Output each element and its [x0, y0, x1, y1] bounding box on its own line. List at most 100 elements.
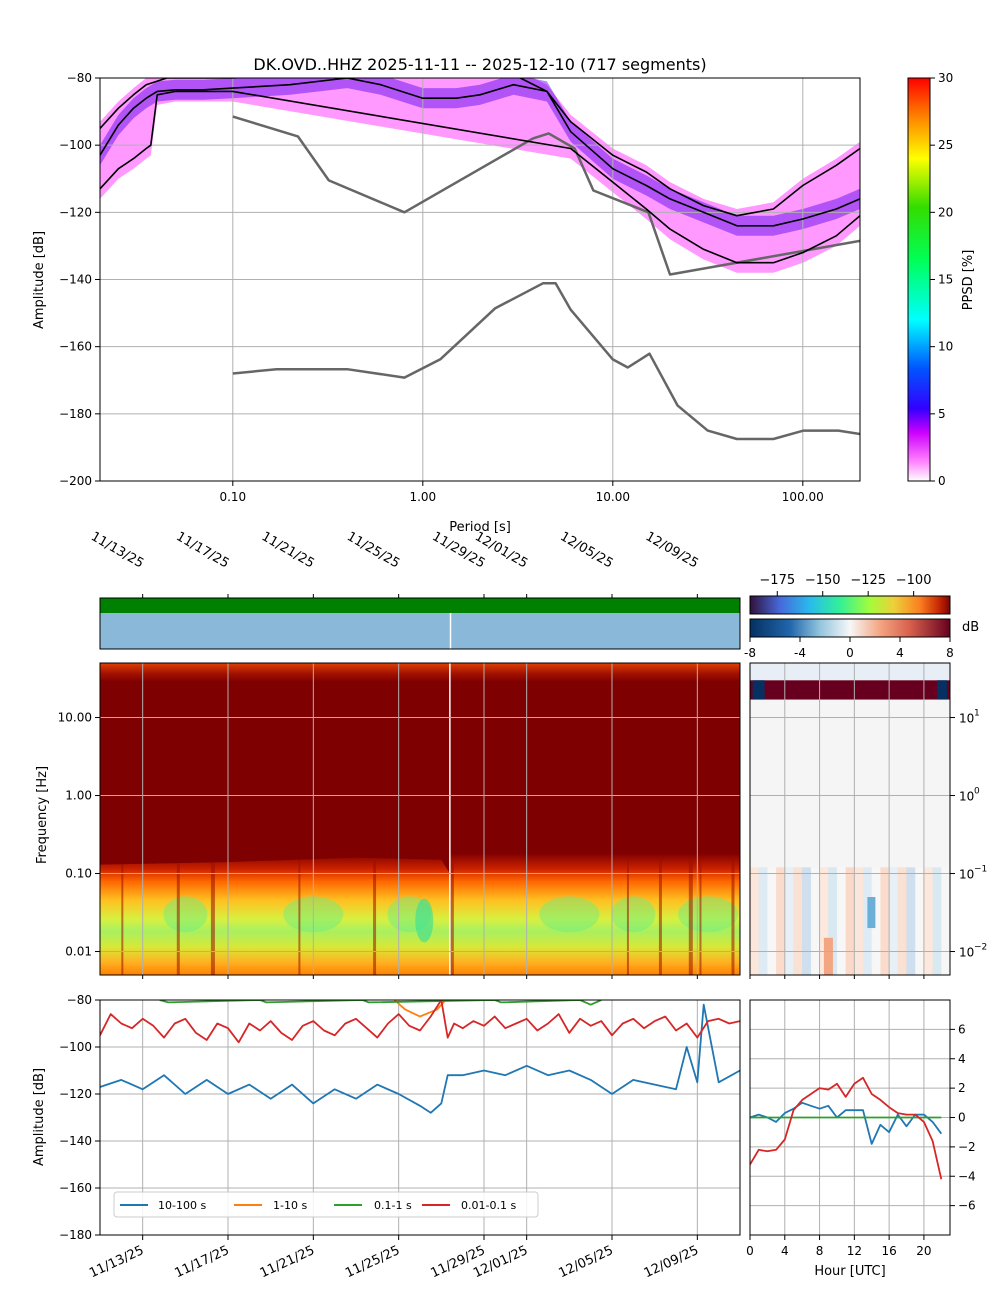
spectrogram-colorbar	[749, 595, 951, 615]
hr-lf-cell	[941, 867, 951, 975]
ppsd-xtick-label: 1.00	[409, 490, 436, 504]
hourly-lines	[750, 1076, 943, 1180]
ts-series-1-10 s	[393, 1000, 447, 1018]
hr-lf-cell	[880, 867, 890, 975]
hr-lf-red	[823, 937, 833, 975]
hr-spec-ytick-base: 10	[959, 946, 974, 960]
hr-spec-ytick-base: 10	[959, 868, 974, 882]
spec-cb-tick-label: −175	[759, 573, 795, 588]
spec-cb-tick-label: −150	[805, 573, 841, 588]
chart-title: DK.OVD..HHZ 2025-11-11 -- 2025-12-10 (71…	[253, 55, 706, 74]
ts-ytick-label: −160	[59, 1181, 92, 1195]
hr-lf-cell	[915, 867, 925, 975]
hr-lf-cell	[871, 867, 881, 975]
ppsd-ylabel: Amplitude [dB]	[32, 231, 47, 329]
hr-lf-cell	[784, 867, 794, 975]
ppsd-density-outer	[100, 78, 860, 273]
ppsd-density-band	[100, 78, 860, 273]
hourly-diff-frame	[749, 662, 951, 976]
diff-colorbar-label: dB	[962, 620, 979, 635]
hr-spec-ytick-exp: 1	[974, 709, 980, 719]
ppsd-ticks: 0.10 1.00 10.00 100.00 −80 −100 −120 −140 −160 −1…	[59, 71, 824, 504]
spec-lownoise-blob	[539, 896, 600, 933]
hr-lf-cell	[845, 867, 855, 975]
hr-lf-cell	[758, 867, 768, 975]
ppsd-curve-NHNM	[232, 115, 860, 276]
top-date-label: 12/05/25	[557, 529, 615, 571]
hr-xtick-label: 8	[816, 1244, 824, 1258]
hr-top-band	[750, 663, 950, 681]
hr-series-0.01-0.1 s	[750, 1076, 943, 1180]
ts-xtick-label: 11/17/25	[172, 1243, 231, 1281]
hr-spec-ytick-base: 10	[959, 790, 974, 804]
spectrogram-ylabel: Frequency [Hz]	[35, 766, 50, 864]
timeseries-legend: 10-100 s 1-10 s 0.1-1 s 0.01-0.1 s	[113, 1191, 539, 1218]
hr-xtick-label: 20	[916, 1244, 931, 1258]
hr-lf-cell	[854, 867, 864, 975]
ppsd-cb-tick-label: 20	[938, 205, 953, 219]
ts-series-0.1-1 s	[159, 1000, 602, 1006]
hourly-xlabel: Hour [UTC]	[814, 1264, 885, 1279]
timeseries-frame	[99, 999, 741, 1236]
spec-streak	[688, 859, 693, 975]
hr-spec-ytick-base: 10	[959, 712, 974, 726]
hr-lf-cell	[793, 867, 803, 975]
spec-streak	[731, 859, 735, 975]
ppsd-curve-NLNM	[232, 281, 860, 441]
ts-series-0.01-0.1 s	[100, 1000, 740, 1044]
spec-streak	[298, 859, 301, 975]
ppsd-ytick-label: −120	[59, 205, 92, 219]
ts-series-10-100 s	[100, 1003, 740, 1114]
spec-lownoise-blob	[163, 896, 208, 933]
ppsd-colorbar	[907, 77, 931, 482]
hr-xtick-label: 4	[781, 1244, 789, 1258]
top-date-label: 11/17/25	[173, 529, 231, 571]
timeseries-ylabel: Amplitude [dB]	[32, 1068, 47, 1166]
top-date-label: 11/13/25	[88, 529, 146, 571]
availability-bar-blue	[100, 613, 740, 649]
hr-spec-ytick-exp: −2	[974, 943, 987, 953]
availability-frame	[99, 597, 741, 650]
spectrogram-colorbar-ticks: −175 −150 −125 −100	[759, 573, 931, 596]
spectrogram-grid	[100, 663, 740, 975]
hr-ytick-label: −6	[958, 1199, 976, 1213]
hr-xtick-label: 16	[881, 1244, 896, 1258]
spec-ytick-label: 0.10	[65, 867, 92, 881]
spec-lownoise-blob	[611, 896, 656, 933]
diff-cb-tick-label: -4	[794, 646, 806, 660]
spec-streak	[373, 859, 377, 975]
availability-bar-green	[100, 598, 740, 613]
ppsd-curve-mode	[100, 78, 860, 227]
ppsd-cb-tick-label: 5	[938, 407, 946, 421]
ts-ytick-label: −100	[59, 1040, 92, 1054]
spectrogram-frame	[99, 662, 741, 976]
ppsd-curve-lower_percentile	[100, 90, 860, 264]
hr-lf-cell	[906, 867, 916, 975]
hr-ytick-label: 6	[958, 1022, 966, 1036]
ppsd-ytick-label: −200	[59, 474, 92, 488]
hr-lf-cell	[750, 867, 760, 975]
ppsd-cb-tick-label: 10	[938, 340, 953, 354]
hr-lf-blue	[867, 897, 876, 929]
hr-lf-cell	[923, 867, 934, 975]
top-date-label: 12/09/25	[643, 529, 701, 571]
hr-spec-ytick-exp: −1	[974, 865, 987, 875]
hr-spec-ytick-exp: 0	[974, 787, 980, 797]
spectrogram-image	[100, 663, 740, 975]
spec-floor-shape	[100, 850, 450, 874]
spec-ytick-label: 10.00	[58, 711, 92, 725]
hr-lf-cell	[932, 867, 942, 975]
hr-hf-blue-2	[936, 680, 947, 700]
spec-lownoise-blob	[678, 896, 738, 933]
ppsd-cb-tick-label: 0	[938, 474, 946, 488]
hr-series-10-100 s	[750, 1101, 943, 1145]
hr-ytick-label: −2	[958, 1140, 976, 1154]
ppsd-ytick-label: −80	[67, 71, 92, 85]
ppsd-curves	[100, 78, 860, 441]
ppsd-colorbar-ticks: 0 5 10 15 20 25 30	[930, 71, 953, 488]
diff-colorbar-ticks: -8 -4 0 4 8	[744, 637, 954, 660]
ppsd-xtick-label: 0.10	[219, 490, 246, 504]
